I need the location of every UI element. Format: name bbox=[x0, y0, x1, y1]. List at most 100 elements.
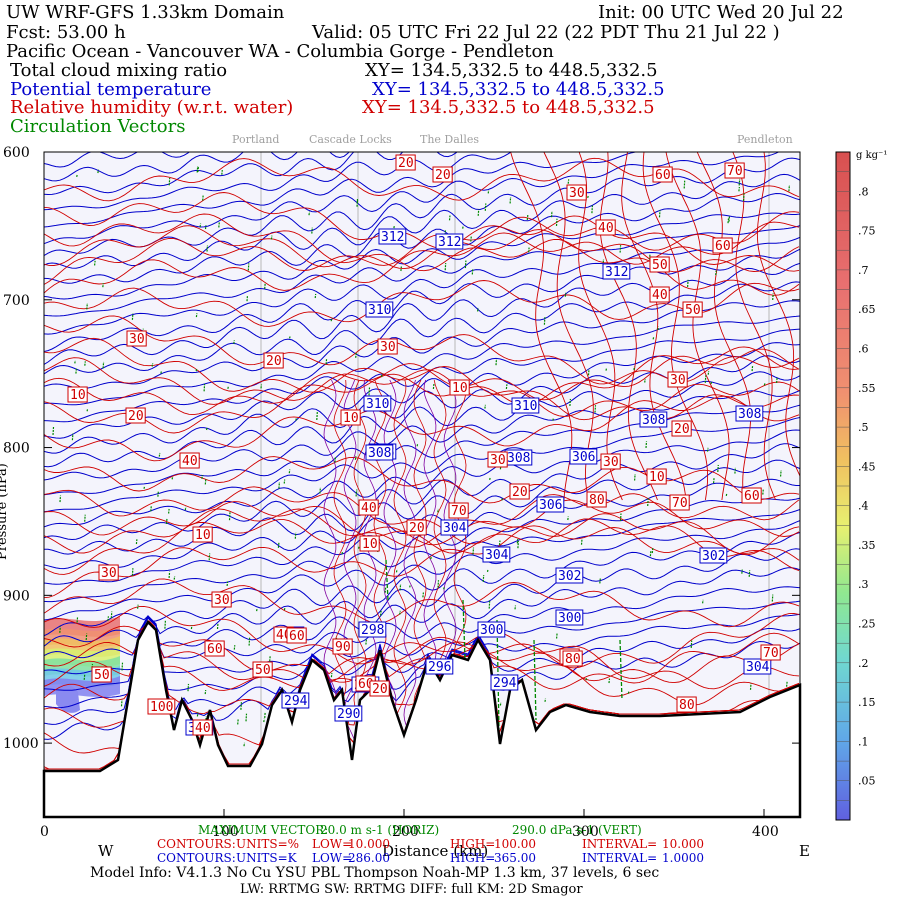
colorbar-tick-label: .05 bbox=[858, 775, 876, 788]
vector-mark bbox=[738, 186, 740, 192]
vector-mark bbox=[83, 674, 86, 680]
vector-mark bbox=[86, 408, 89, 412]
rh-isoline bbox=[44, 620, 800, 684]
vector-mark bbox=[771, 594, 774, 602]
vector-mark bbox=[751, 365, 754, 372]
theta-isoline bbox=[44, 152, 639, 228]
rh-contour-label: 100 bbox=[150, 700, 173, 715]
rh-label-box bbox=[369, 680, 390, 697]
vector-mark bbox=[658, 210, 661, 218]
rh-label-box bbox=[586, 491, 607, 508]
rh-isoline bbox=[44, 613, 800, 691]
vector-mark bbox=[749, 683, 752, 690]
theta-isoline bbox=[44, 342, 800, 439]
vector-mark bbox=[495, 358, 498, 366]
vector-mark bbox=[448, 215, 451, 221]
vector-mark bbox=[76, 616, 79, 623]
vector-mark bbox=[288, 469, 291, 474]
vector-mark bbox=[121, 662, 124, 671]
rh-isoline bbox=[44, 499, 800, 554]
rh-isoline bbox=[44, 346, 800, 434]
theta-label-box bbox=[334, 705, 363, 722]
vector-mark bbox=[644, 378, 646, 383]
vector-mark bbox=[143, 486, 146, 489]
colorbar-tick-label: .7 bbox=[858, 264, 869, 277]
vector-mark bbox=[84, 361, 86, 366]
rh-isoline bbox=[44, 620, 800, 715]
rh-contour-label: 50 bbox=[94, 668, 110, 683]
vector-mark bbox=[278, 482, 280, 489]
vector-mark bbox=[355, 489, 358, 497]
vector-mark bbox=[649, 550, 652, 557]
theta-isoline bbox=[59, 152, 70, 153]
rh-interval-value: 10.000 bbox=[662, 837, 704, 851]
vector-mark bbox=[587, 369, 590, 376]
theta-contour-label: 302 bbox=[702, 549, 725, 564]
vector-mark bbox=[158, 452, 161, 457]
y-tick-label: 800 bbox=[3, 441, 30, 457]
theta-isoline bbox=[44, 152, 512, 211]
colorbar-tick-label: .55 bbox=[858, 382, 876, 395]
y-tick-label: 700 bbox=[3, 293, 30, 309]
vector-mark bbox=[728, 215, 731, 222]
y-tick-label: 600 bbox=[3, 145, 30, 161]
vector-mark bbox=[355, 352, 357, 358]
vector-mark bbox=[780, 470, 782, 477]
vector-mark bbox=[741, 569, 743, 574]
theta-contour-label: 308 bbox=[368, 446, 391, 461]
rh-label-box bbox=[448, 502, 469, 519]
vector-mark bbox=[683, 180, 686, 189]
vector-mark bbox=[260, 384, 263, 389]
chart-title: UW WRF-GFS 1.33km Domain bbox=[6, 2, 285, 23]
vector-mark bbox=[462, 599, 466, 661]
physics-info: LW: RRTMG SW: RRTMG DIFF: full KM: 2D Sm… bbox=[240, 882, 583, 897]
vector-mark bbox=[580, 539, 583, 545]
rh-contour-label: 20 bbox=[398, 156, 414, 171]
vector-mark bbox=[715, 270, 717, 276]
region-label: Pacific Ocean - Vancouver WA - Columbia … bbox=[6, 41, 554, 62]
vector-mark bbox=[131, 313, 134, 320]
vector-mark bbox=[619, 639, 623, 701]
theta-label-box bbox=[743, 658, 772, 675]
theta-units: UNITS=K bbox=[236, 851, 297, 865]
vector-mark bbox=[110, 611, 113, 619]
vector-mark bbox=[704, 375, 707, 383]
colorbar-tick-label: .5 bbox=[858, 421, 869, 434]
vector-mark bbox=[487, 190, 490, 194]
vector-mark bbox=[462, 225, 464, 229]
vector-mark bbox=[243, 742, 246, 747]
vector-mark bbox=[526, 214, 529, 220]
theta-isoline bbox=[44, 152, 191, 168]
rh-isoline bbox=[578, 152, 623, 501]
vector-mark bbox=[131, 568, 134, 576]
rh-label-box bbox=[509, 483, 530, 500]
vector-mark bbox=[651, 547, 654, 554]
rh-isoline bbox=[732, 152, 777, 501]
theta-contour-label: 308 bbox=[642, 413, 665, 428]
rh-contour-label: 20 bbox=[674, 422, 690, 437]
vector-mark bbox=[314, 293, 317, 299]
vector-mark bbox=[599, 578, 601, 584]
vector-mark bbox=[738, 178, 741, 186]
vector-mark bbox=[102, 283, 104, 288]
vector-mark bbox=[283, 479, 286, 484]
vector-mark bbox=[443, 586, 445, 590]
vector-mark bbox=[368, 387, 371, 396]
rh-isoline bbox=[44, 225, 800, 273]
theta-label-box bbox=[511, 397, 540, 414]
theta-label-box bbox=[555, 567, 584, 584]
vector-mark bbox=[248, 637, 251, 646]
vector-mark bbox=[727, 218, 730, 224]
vector-mark bbox=[277, 542, 280, 548]
theta-isoline bbox=[44, 509, 800, 603]
theta-isoline bbox=[44, 300, 800, 390]
vector-mark bbox=[269, 655, 271, 662]
vector-mark bbox=[59, 626, 61, 633]
vector-mark bbox=[295, 417, 297, 421]
rh-contour-label: 90 bbox=[335, 640, 351, 655]
rh-isoline bbox=[323, 379, 337, 741]
theta-interval-label: INTERVAL= bbox=[582, 851, 658, 865]
rh-label-box bbox=[600, 453, 621, 470]
vector-mark bbox=[227, 385, 229, 389]
rh-contour-label: 30 bbox=[101, 566, 117, 581]
